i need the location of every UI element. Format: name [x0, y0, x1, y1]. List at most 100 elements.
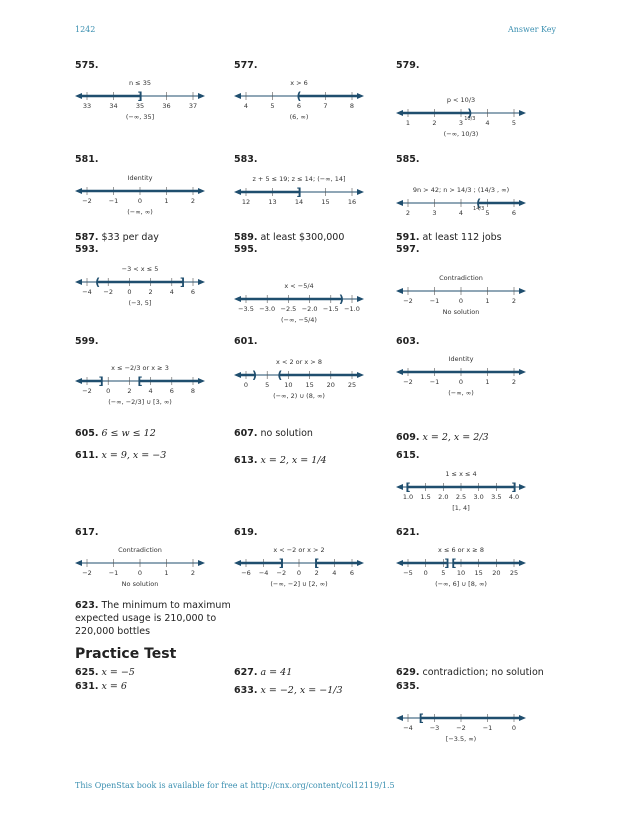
- tick-label: 6: [297, 102, 301, 110]
- tick-label: −4: [259, 569, 269, 577]
- answer-number: 593.: [75, 244, 99, 255]
- tick-label: 0: [244, 381, 248, 389]
- tick-label: 2: [315, 569, 319, 577]
- arrow-left: [75, 93, 82, 99]
- tick-label: 1.5: [420, 493, 430, 501]
- tick-label: 35: [136, 102, 144, 110]
- answer: 631. x = 6: [75, 680, 127, 693]
- arrow-right: [519, 288, 526, 294]
- inequality: x < −5/4: [284, 282, 313, 290]
- endpoint: [: [405, 481, 410, 494]
- answer: 617.: [75, 526, 98, 539]
- interval: (−∞, 35]: [126, 113, 154, 121]
- answer: 633. x = −2, x = −1/3: [234, 684, 343, 697]
- inequality: −3 < x ≤ 5: [122, 265, 159, 273]
- arrow-left: [234, 372, 241, 378]
- interval: (−∞, −2] ∪ [2, ∞): [270, 580, 327, 588]
- answer: 601.: [234, 335, 257, 348]
- endpoint: (: [95, 276, 100, 289]
- answer: 607. no solution: [234, 427, 313, 440]
- answer-number: 599.: [75, 336, 99, 347]
- answer-number: 587.: [75, 232, 99, 243]
- answer: 599.: [75, 335, 98, 348]
- answer-text: x = 2, x = 1/4: [260, 455, 327, 466]
- number-line: x < −2 or x > 2 −6 −4 −2 0 2 4 6] [(−∞, −2] ∪ [2…: [234, 546, 364, 588]
- tick-label: −1.0: [344, 305, 360, 313]
- tick-label: 1: [485, 378, 489, 386]
- interval: (−∞, −2/3] ∪ [3, ∞): [108, 398, 172, 406]
- tick-label: 4: [170, 288, 174, 296]
- number-line: −4 −3 −2 −1 0 [[−3.5, ∞): [396, 712, 526, 743]
- tick-label: −1: [109, 569, 119, 577]
- arrow-left: [75, 279, 82, 285]
- arrow-right: [198, 378, 205, 384]
- tick-label: 1: [164, 197, 168, 205]
- answer: 585.: [396, 153, 419, 166]
- answer-number: 575.: [75, 60, 99, 71]
- tick-label: −1: [430, 297, 440, 305]
- arrow-left: [75, 560, 82, 566]
- number-line: Identity −2 −1 0 1 2 (−∞, ∞): [396, 355, 526, 397]
- inequality: x ≤ −2/3 or x ≥ 3: [111, 364, 169, 372]
- endpoint: ): [339, 293, 344, 306]
- answer-number: 617.: [75, 527, 99, 538]
- answer-number: 611.: [75, 450, 99, 461]
- inequality: x < −2 or x > 2: [273, 546, 324, 554]
- answer-number: 609.: [396, 432, 420, 443]
- endpoint: ]: [180, 276, 185, 289]
- inequality: z + 5 ≤ 19; z ≤ 14; (−∞, 14]: [252, 175, 345, 183]
- endpoint: [: [451, 557, 456, 570]
- endpoint: [: [419, 712, 424, 725]
- interval: No solution: [122, 580, 159, 588]
- answer: 591. at least 112 jobs: [396, 231, 502, 244]
- tick-label: −2: [82, 569, 92, 577]
- answer-text: x = 9, x = −3: [101, 450, 167, 461]
- number-line: x ≤ 6 or x ≥ 8 −5 0 5 10 15 20 25] [(−∞, 6] ∪ [8…: [396, 546, 526, 588]
- tick-label: −2: [403, 297, 413, 305]
- tick-label: −2: [82, 197, 92, 205]
- answer-number: 619.: [234, 527, 258, 538]
- arrow-right: [357, 93, 364, 99]
- tick-label: −4: [82, 288, 92, 296]
- interval: [−3.5, ∞): [446, 735, 476, 743]
- tick-label: −2: [82, 387, 92, 395]
- extra-tick-label: 10/3: [464, 116, 475, 122]
- tick-label: 0: [138, 569, 142, 577]
- answer: 627. a = 41: [234, 666, 292, 679]
- interval: (−∞, ∞): [448, 389, 473, 397]
- answer: 583.: [234, 153, 257, 166]
- arrow-left: [234, 189, 241, 195]
- endpoint: (: [476, 197, 481, 210]
- tick-label: −2: [103, 288, 113, 296]
- answer-text: x = −2, x = −1/3: [260, 685, 343, 696]
- answer-text: at least $300,000: [260, 232, 345, 243]
- answer-text: The minimum to maximum expected usage is…: [75, 600, 231, 637]
- answer-number: 635.: [396, 681, 420, 692]
- arrow-left: [396, 288, 403, 294]
- answer-text: x = 6: [101, 681, 127, 692]
- tick-label: 0: [106, 387, 110, 395]
- arrow-right: [198, 560, 205, 566]
- tick-label: 4: [149, 387, 153, 395]
- endpoint: ]: [296, 186, 301, 199]
- tick-label: −2: [403, 378, 413, 386]
- tick-label: −2.5: [281, 305, 297, 313]
- tick-label: 36: [162, 102, 170, 110]
- tick-label: 2: [406, 209, 410, 217]
- answer: 609. x = 2, x = 2/3: [396, 431, 489, 444]
- number-line: 9n > 42; n > 14/3 ; (14/3 , ∞) 2 3 4 5 6 (14/3: [396, 186, 526, 217]
- answer-text: contradiction; no solution: [422, 667, 544, 678]
- answer-number: 615.: [396, 450, 420, 461]
- tick-label: −6: [241, 569, 251, 577]
- inequality: x < 2 or x > 8: [276, 358, 322, 366]
- number-line: x < −5/4 −3.5 −3.0 −2.5 −2.0 −1.5 −1.0) (−∞, −5…: [234, 282, 364, 324]
- tick-label: 2.0: [438, 493, 448, 501]
- answer-number: 627.: [234, 667, 258, 678]
- tick-label: 5: [265, 381, 269, 389]
- answer-number: 591.: [396, 232, 420, 243]
- answer-number: 601.: [234, 336, 258, 347]
- tick-label: 4: [485, 119, 489, 127]
- endpoint: (: [296, 90, 301, 103]
- inequality: n ≤ 35: [129, 79, 151, 87]
